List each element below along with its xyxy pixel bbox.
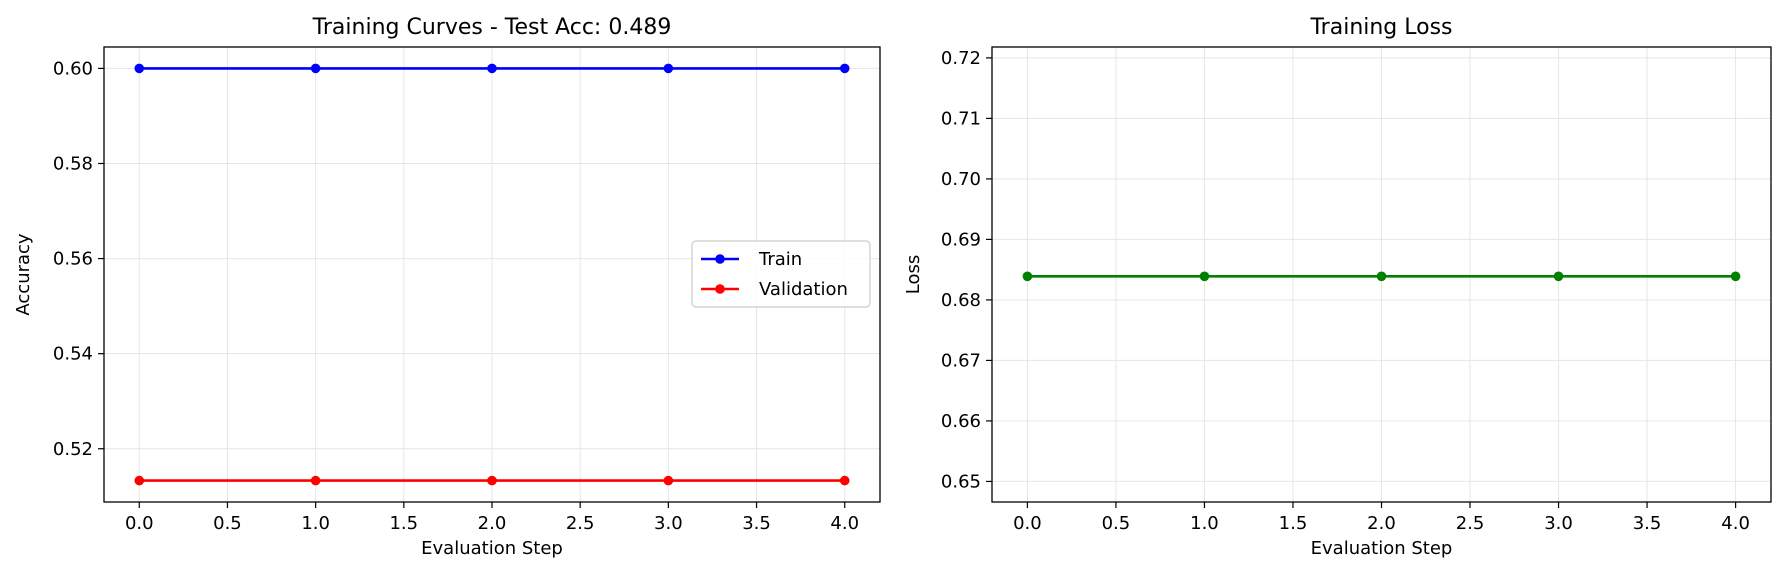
y-tick-label: 0.72 bbox=[941, 48, 981, 69]
chart-title: Training Curves - Test Acc: 0.489 bbox=[312, 15, 672, 40]
x-tick-label: 0.0 bbox=[1013, 513, 1042, 534]
legend-label: Validation bbox=[759, 279, 848, 300]
x-tick-label: 0.5 bbox=[1102, 513, 1131, 534]
y-tick-label: 0.56 bbox=[53, 249, 93, 270]
y-tick-label: 0.67 bbox=[941, 350, 981, 371]
data-point bbox=[663, 63, 674, 74]
legend-label: Train bbox=[758, 249, 802, 270]
loss-chart: 0.0 0.5 1.0 1.5 2.0 2.5 3.0 3.5 4.0 0.65 0.66 0.67 0… bbox=[903, 15, 1772, 559]
legend-box bbox=[691, 240, 871, 308]
y-tick-label: 0.70 bbox=[941, 169, 981, 190]
x-tick-label: 2.5 bbox=[566, 513, 595, 534]
x-tick-label: 4.0 bbox=[830, 513, 859, 534]
x-axis-label: Evaluation Step bbox=[421, 538, 563, 559]
x-tick-label: 3.0 bbox=[654, 513, 683, 534]
y-tick-label: 0.60 bbox=[53, 58, 93, 79]
x-axis-label: Evaluation Step bbox=[1311, 538, 1453, 559]
x-tick-label: 1.0 bbox=[1190, 513, 1219, 534]
legend-swatch-marker bbox=[715, 254, 725, 264]
y-tick-label: 0.52 bbox=[53, 439, 93, 460]
data-point bbox=[134, 475, 145, 486]
data-point bbox=[310, 63, 321, 74]
data-point bbox=[1553, 271, 1564, 282]
data-point bbox=[310, 475, 321, 486]
data-point bbox=[487, 475, 497, 486]
x-tick-label: 0.0 bbox=[125, 513, 154, 534]
x-tick-label: 0.5 bbox=[213, 513, 242, 534]
legend: Train Validation bbox=[691, 240, 871, 308]
legend-swatch-marker bbox=[715, 284, 725, 294]
x-tick-label: 4.0 bbox=[1721, 513, 1750, 534]
x-tick-label: 2.0 bbox=[478, 513, 507, 534]
y-tick-label: 0.71 bbox=[941, 108, 981, 129]
y-tick-label: 0.65 bbox=[941, 471, 981, 492]
data-point bbox=[663, 475, 674, 486]
data-point bbox=[839, 63, 850, 74]
y-axis-label: Loss bbox=[903, 255, 924, 294]
y-tick-label: 0.69 bbox=[941, 229, 981, 250]
data-point bbox=[1199, 271, 1210, 282]
x-tick-label: 1.5 bbox=[389, 513, 418, 534]
data-point bbox=[1730, 271, 1741, 282]
x-tick-label: 1.0 bbox=[301, 513, 330, 534]
chart-title: Training Loss bbox=[1309, 15, 1452, 40]
accuracy-chart: 0.0 0.5 1.0 1.5 2.0 2.5 3.0 3.5 4.0 0.52 0.54 0.56 0… bbox=[13, 15, 881, 559]
data-point bbox=[134, 63, 145, 74]
data-point bbox=[839, 475, 850, 486]
y-tick-label: 0.66 bbox=[941, 411, 981, 432]
data-point bbox=[1376, 271, 1387, 282]
data-point bbox=[487, 63, 497, 74]
x-tick-label: 3.0 bbox=[1544, 513, 1573, 534]
y-axis-label: Accuracy bbox=[13, 233, 34, 316]
x-tick-label: 2.0 bbox=[1367, 513, 1396, 534]
data-point bbox=[1022, 271, 1033, 282]
y-tick-label: 0.54 bbox=[53, 344, 93, 365]
y-tick-label: 0.68 bbox=[941, 290, 981, 311]
x-tick-label: 1.5 bbox=[1279, 513, 1308, 534]
x-tick-label: 2.5 bbox=[1456, 513, 1485, 534]
y-tick-label: 0.58 bbox=[53, 153, 93, 174]
x-tick-label: 3.5 bbox=[1633, 513, 1662, 534]
x-tick-label: 3.5 bbox=[742, 513, 771, 534]
